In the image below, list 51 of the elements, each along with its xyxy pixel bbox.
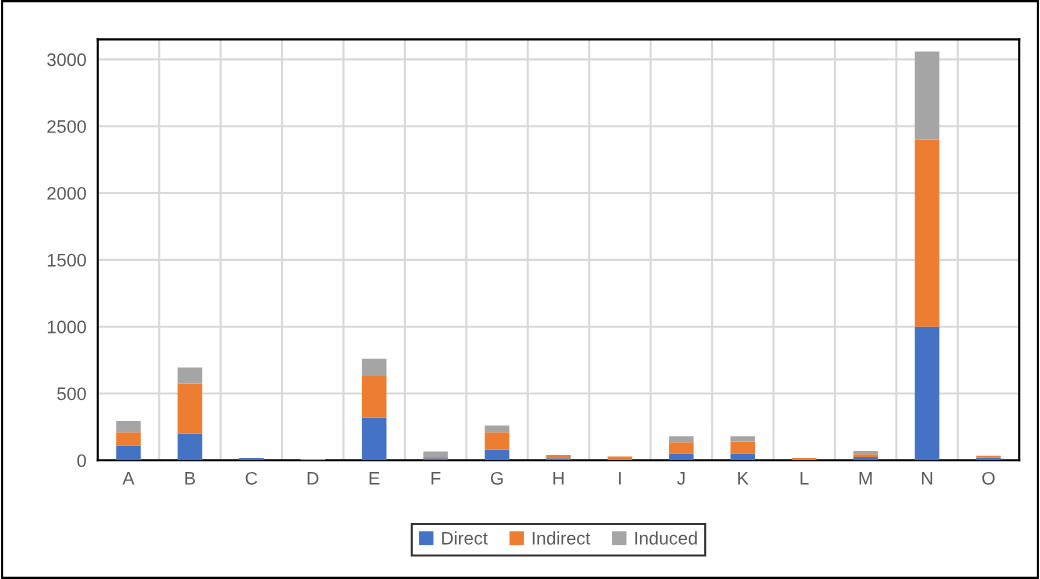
bar — [914, 51, 940, 140]
y-tick-label: 1000 — [47, 320, 86, 334]
bar — [853, 454, 878, 457]
bar — [177, 433, 203, 461]
x-tick-label: B — [185, 472, 195, 485]
legend-label: Induced — [635, 531, 697, 545]
bar — [669, 453, 694, 461]
y-tick-label: 2000 — [47, 186, 86, 200]
x-tick-label: D — [307, 472, 319, 485]
x-tick-label: G — [490, 471, 503, 485]
bar — [546, 454, 571, 459]
bar — [116, 445, 141, 461]
x-tick-label: H — [553, 472, 564, 485]
x-tick-label: I — [619, 472, 621, 485]
y-tick-label: 0 — [77, 454, 86, 468]
bar — [546, 458, 571, 461]
bar — [853, 450, 878, 455]
x-tick-label: K — [738, 472, 749, 485]
y-tick-label: 1500 — [47, 253, 86, 267]
bar — [484, 449, 510, 461]
bar — [116, 432, 141, 446]
bar — [423, 451, 448, 457]
x-tick-label: L — [800, 472, 809, 485]
bar — [361, 417, 387, 461]
x-tick-label: J — [677, 472, 685, 485]
bar — [730, 441, 756, 454]
bar — [730, 453, 756, 461]
x-tick-label: O — [982, 471, 995, 485]
x-tick-label: N — [922, 472, 933, 485]
bar — [177, 367, 203, 384]
bar — [361, 358, 387, 377]
bar — [730, 436, 756, 442]
bar — [484, 432, 510, 450]
bar — [177, 383, 203, 434]
x-tick-label: E — [369, 472, 380, 485]
bar — [669, 442, 694, 454]
x-tick-label: A — [122, 472, 135, 485]
bar — [361, 376, 387, 418]
bar — [116, 420, 141, 433]
x-tick-label: F — [431, 472, 441, 485]
y-tick-label: 2500 — [47, 120, 86, 133]
y-tick-label: 500 — [57, 387, 86, 401]
bar — [914, 139, 940, 327]
bar — [669, 436, 694, 443]
x-tick-label: M — [859, 472, 872, 485]
x-tick-label: C — [245, 471, 258, 485]
legend-label: Direct — [442, 531, 488, 545]
bar — [914, 326, 940, 461]
bar — [853, 456, 878, 461]
y-tick-label: 3000 — [47, 53, 86, 67]
legend-label: Indirect — [532, 531, 591, 545]
